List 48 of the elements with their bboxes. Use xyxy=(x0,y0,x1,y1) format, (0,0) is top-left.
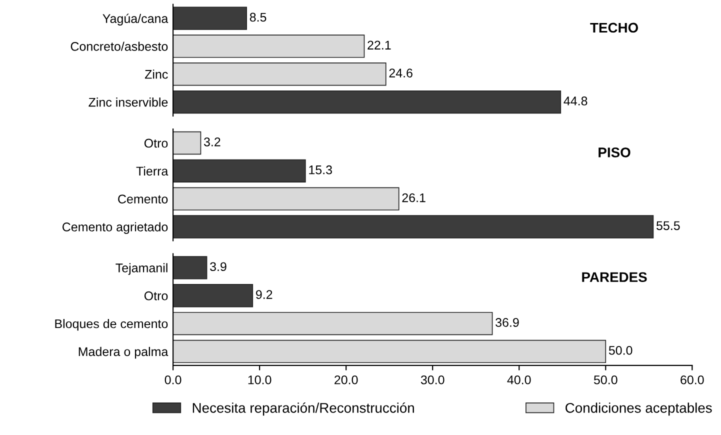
x-tick-label: 10.0 xyxy=(248,375,272,384)
y-tick-label: Bloques de cemento xyxy=(55,319,168,331)
x-tick-label: 50.0 xyxy=(594,375,618,384)
data-label: 44.8 xyxy=(564,96,588,106)
bar xyxy=(173,34,365,58)
bar xyxy=(173,90,562,114)
data-label: 9.2 xyxy=(256,290,272,299)
data-label: 3.2 xyxy=(204,138,220,146)
y-tick-label: Yagúa/cana xyxy=(102,14,168,26)
data-label: 26.1 xyxy=(402,193,426,202)
y-tick-label: Tierra xyxy=(136,166,168,176)
x-tick-label: 0.0 xyxy=(164,375,182,384)
data-label: 50.0 xyxy=(608,346,632,355)
x-tick-label: 20.0 xyxy=(334,375,358,384)
bar xyxy=(173,256,208,280)
y-tick-label: Otro xyxy=(144,291,168,300)
bar xyxy=(173,284,254,308)
data-label: 24.6 xyxy=(389,68,412,78)
data-label: 55.5 xyxy=(656,221,680,230)
bar xyxy=(173,312,493,336)
legend-label: Condiciones aceptables xyxy=(566,402,712,416)
annotation: PISO xyxy=(598,148,630,158)
y-tick-label: Zinc inservible xyxy=(88,98,168,107)
data-label: 8.5 xyxy=(250,12,266,22)
x-tick-label: 40.0 xyxy=(507,375,531,384)
bar xyxy=(173,340,606,364)
y-tick-label: Concreto/asbesto xyxy=(70,42,168,51)
annotation: PAREDES xyxy=(582,272,647,282)
annotation: TECHO xyxy=(590,22,638,33)
data-label: 3.9 xyxy=(210,262,226,272)
data-label: 15.3 xyxy=(309,165,332,174)
bar xyxy=(173,131,202,155)
bar xyxy=(173,215,654,238)
y-tick-label: Zinc xyxy=(144,70,168,79)
y-tick-label: Madera o palma xyxy=(78,346,168,359)
x-tick-label: 60.0 xyxy=(680,375,704,384)
x-tick-label: 30.0 xyxy=(420,375,444,384)
bar xyxy=(173,187,400,210)
data-label: 22.1 xyxy=(368,40,391,50)
y-tick-label: Tejamanil xyxy=(116,263,168,275)
legend-label: Necesita reparación/Reconstrucción xyxy=(192,402,414,416)
y-tick-label: Otro xyxy=(144,138,168,148)
y-tick-label: Cemento xyxy=(118,194,168,204)
bar xyxy=(173,159,306,183)
y-tick-label: Cemento agrietado xyxy=(62,222,168,234)
bar xyxy=(173,62,386,86)
bar xyxy=(173,6,247,30)
data-label: 36.9 xyxy=(496,318,519,327)
